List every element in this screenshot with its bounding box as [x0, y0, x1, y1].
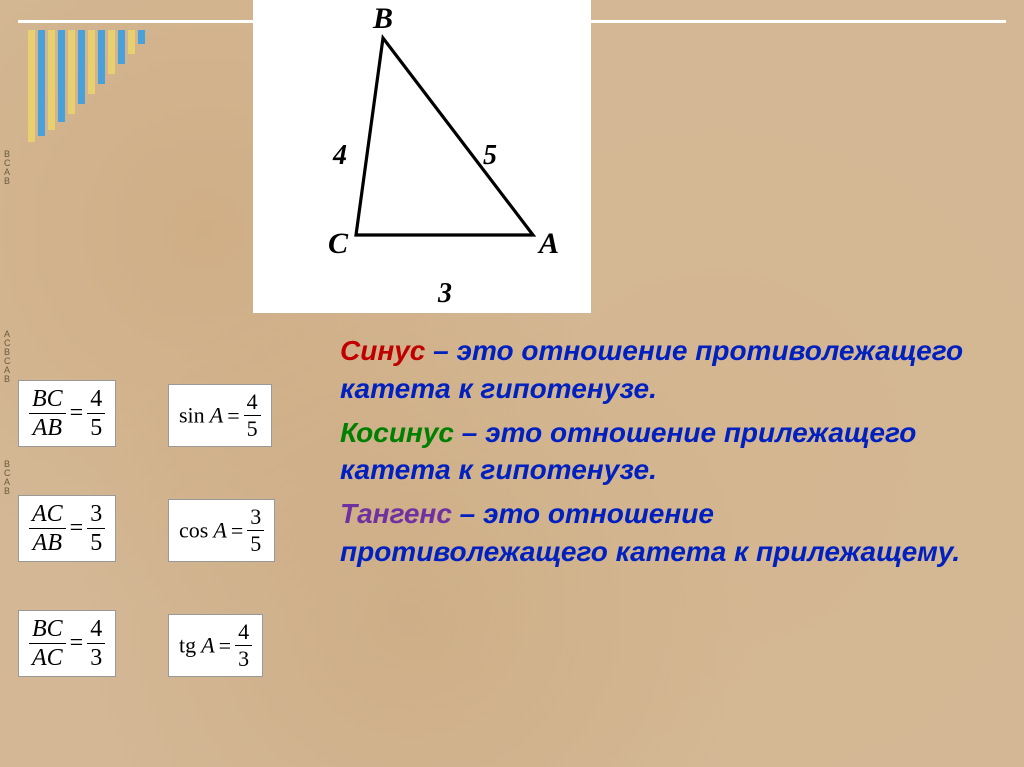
definition-line: Тангенс – это отношение противолежащего … [340, 495, 980, 571]
side-marker-group: BCAB [4, 150, 16, 186]
ratio-formula: ACAB=35 [18, 495, 116, 562]
definition-text: – это отношение противолежащего катета к… [340, 335, 963, 404]
vertex-b-label: B [373, 2, 393, 36]
side-ab-label: 5 [483, 140, 497, 172]
definition-line: Косинус – это отношение прилежащего кате… [340, 414, 980, 490]
side-marker-group: ACBCAB [4, 330, 16, 384]
triangle-figure: B C A 4 5 3 [253, 0, 591, 313]
ratio-formula: BCAB=45 [18, 380, 116, 447]
vertex-a-label: A [539, 227, 559, 261]
term: Косинус [340, 417, 454, 448]
definition-line: Синус – это отношение противолежащего ка… [340, 332, 980, 408]
term: Синус [340, 335, 425, 366]
trig-formula: cos A=35 [168, 499, 275, 562]
definitions-block: Синус – это отношение противолежащего ка… [340, 332, 980, 577]
triangle-svg [253, 0, 591, 313]
term: Тангенс [340, 498, 452, 529]
side-marker-group: BCAB [4, 460, 16, 496]
trig-formula: sin A=45 [168, 384, 272, 447]
ratio-formula: BCAC=43 [18, 610, 116, 677]
trig-formula: tg A=43 [168, 614, 263, 677]
side-bc-label: 4 [333, 140, 347, 172]
decorative-bars [28, 30, 145, 142]
vertex-c-label: C [328, 227, 348, 261]
side-ca-label: 3 [438, 278, 452, 310]
